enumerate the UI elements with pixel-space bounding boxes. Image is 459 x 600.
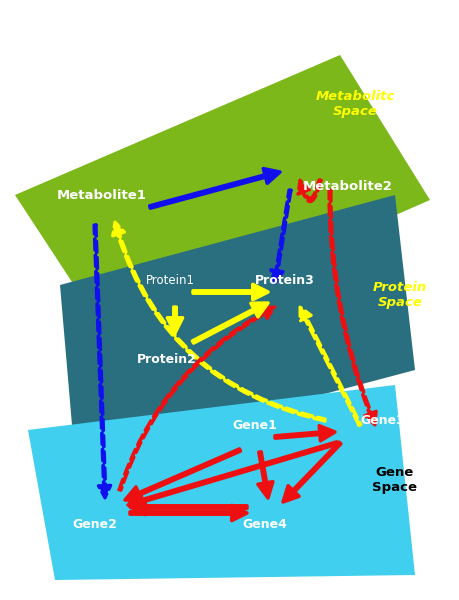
FancyArrowPatch shape (282, 442, 340, 502)
Text: Gene4: Gene4 (242, 518, 287, 531)
FancyArrowPatch shape (130, 505, 246, 521)
FancyArrowPatch shape (270, 190, 291, 283)
FancyArrowPatch shape (299, 307, 360, 425)
Text: Protein2: Protein2 (137, 353, 196, 366)
Polygon shape (60, 195, 414, 460)
FancyArrowPatch shape (257, 452, 272, 498)
FancyArrowPatch shape (297, 180, 320, 202)
Text: Gene
Space: Gene Space (372, 466, 417, 494)
FancyArrowPatch shape (112, 222, 325, 421)
Text: Protein1: Protein1 (145, 274, 194, 287)
Text: Gene3: Gene3 (359, 414, 404, 427)
FancyArrowPatch shape (167, 307, 182, 333)
Text: Protein
Space: Protein Space (372, 281, 426, 309)
FancyArrowPatch shape (149, 169, 280, 208)
Text: Protein3: Protein3 (255, 274, 314, 287)
FancyArrowPatch shape (193, 284, 268, 299)
Polygon shape (28, 385, 414, 580)
FancyArrowPatch shape (274, 425, 334, 441)
FancyArrowPatch shape (94, 225, 111, 498)
Text: Gene2: Gene2 (73, 518, 117, 531)
Text: Metabolitc
Space: Metabolitc Space (314, 90, 394, 118)
FancyArrowPatch shape (192, 303, 268, 343)
FancyArrowPatch shape (119, 307, 274, 490)
Text: Metabolite2: Metabolite2 (302, 180, 392, 193)
FancyArrowPatch shape (125, 449, 240, 501)
Text: Metabolite1: Metabolite1 (57, 189, 146, 202)
FancyArrowPatch shape (130, 499, 246, 515)
FancyArrowPatch shape (328, 190, 375, 425)
Text: Gene1: Gene1 (232, 419, 277, 432)
Polygon shape (15, 55, 429, 340)
FancyArrowPatch shape (128, 442, 336, 508)
